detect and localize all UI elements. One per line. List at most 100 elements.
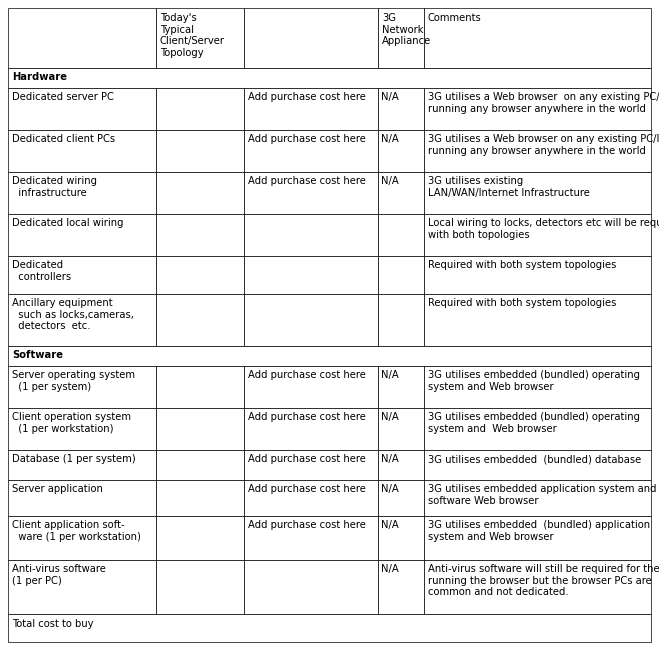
Text: Database (1 per system): Database (1 per system) (12, 454, 136, 464)
Bar (378, 294, 424, 346)
Text: Add purchase cost here: Add purchase cost here (248, 412, 366, 422)
Bar (156, 130, 244, 172)
Bar (244, 480, 378, 516)
Text: Dedicated
  controllers: Dedicated controllers (12, 260, 71, 282)
Bar (8, 516, 156, 560)
Text: 3G utilises existing
LAN/WAN/Internet Infrastructure: 3G utilises existing LAN/WAN/Internet In… (428, 176, 590, 198)
Bar (156, 214, 244, 256)
Bar (244, 408, 378, 450)
Text: Client operation system
  (1 per workstation): Client operation system (1 per workstati… (12, 412, 131, 433)
Text: 3G utilises embedded  (bundled) application
system and Web browser: 3G utilises embedded (bundled) applicati… (428, 520, 650, 542)
Text: Server operating system
  (1 per system): Server operating system (1 per system) (12, 370, 135, 392)
Bar (8, 366, 156, 408)
Bar (156, 256, 244, 294)
Text: N/A: N/A (381, 520, 399, 530)
Bar (244, 130, 378, 172)
Bar (8, 480, 156, 516)
Text: Local wiring to locks, detectors etc will be required
with both topologies: Local wiring to locks, detectors etc wil… (428, 218, 659, 240)
Text: Add purchase cost here: Add purchase cost here (248, 370, 366, 380)
Text: Add purchase cost here: Add purchase cost here (248, 484, 366, 494)
Bar (8, 256, 156, 294)
Text: Required with both system topologies: Required with both system topologies (428, 298, 616, 308)
Bar (378, 450, 424, 480)
Bar (244, 366, 378, 408)
Text: Dedicated client PCs: Dedicated client PCs (12, 134, 115, 144)
Bar (244, 516, 378, 560)
Bar (8, 172, 156, 214)
Text: Dedicated wiring
  infrastructure: Dedicated wiring infrastructure (12, 176, 97, 198)
Text: 3G utilises a Web browser  on any existing PC/laptop
running any browser anywher: 3G utilises a Web browser on any existin… (428, 92, 659, 114)
Text: N/A: N/A (381, 454, 399, 464)
Text: Add purchase cost here: Add purchase cost here (248, 454, 366, 464)
Bar (424, 294, 651, 346)
Bar (8, 346, 651, 366)
Bar (8, 294, 156, 346)
Text: N/A: N/A (381, 176, 399, 186)
Text: 3G utilises embedded application system and -
software Web browser: 3G utilises embedded application system … (428, 484, 659, 505)
Text: Dedicated server PC: Dedicated server PC (12, 92, 114, 102)
Bar (424, 172, 651, 214)
Bar (156, 408, 244, 450)
Text: N/A: N/A (381, 370, 399, 380)
Bar (424, 480, 651, 516)
Text: Anti-virus software will still be required for the PC
running the browser but th: Anti-virus software will still be requir… (428, 564, 659, 597)
Bar (8, 408, 156, 450)
Bar (8, 450, 156, 480)
Bar (424, 408, 651, 450)
Text: Software: Software (12, 350, 63, 360)
Bar (244, 88, 378, 130)
Bar (378, 8, 424, 68)
Bar (156, 560, 244, 614)
Bar (378, 480, 424, 516)
Bar (8, 88, 156, 130)
Bar (8, 8, 156, 68)
Bar (424, 214, 651, 256)
Bar (156, 516, 244, 560)
Text: 3G utilises embedded  (bundled) database: 3G utilises embedded (bundled) database (428, 454, 641, 464)
Bar (424, 256, 651, 294)
Text: Add purchase cost here: Add purchase cost here (248, 176, 366, 186)
Text: Anti-virus software
(1 per PC): Anti-virus software (1 per PC) (12, 564, 106, 585)
Bar (378, 130, 424, 172)
Bar (244, 450, 378, 480)
Bar (244, 294, 378, 346)
Bar (156, 366, 244, 408)
Text: 3G utilises embedded (bundled) operating
system and  Web browser: 3G utilises embedded (bundled) operating… (428, 412, 640, 433)
Bar (8, 214, 156, 256)
Bar (424, 130, 651, 172)
Bar (424, 450, 651, 480)
Bar (244, 214, 378, 256)
Bar (378, 256, 424, 294)
Text: 3G utilises embedded (bundled) operating
system and Web browser: 3G utilises embedded (bundled) operating… (428, 370, 640, 392)
Text: Dedicated local wiring: Dedicated local wiring (12, 218, 123, 228)
Text: 3G
Network
Appliance: 3G Network Appliance (382, 13, 431, 46)
Bar (378, 214, 424, 256)
Bar (378, 408, 424, 450)
Text: Today's
Typical
Client/Server
Topology: Today's Typical Client/Server Topology (160, 13, 225, 58)
Bar (378, 88, 424, 130)
Text: Ancillary equipment
  such as locks,cameras,
  detectors  etc.: Ancillary equipment such as locks,camera… (12, 298, 134, 331)
Bar (8, 560, 156, 614)
Bar (156, 480, 244, 516)
Bar (378, 172, 424, 214)
Text: Add purchase cost here: Add purchase cost here (248, 92, 366, 102)
Text: N/A: N/A (381, 564, 399, 574)
Text: N/A: N/A (381, 484, 399, 494)
Bar (424, 560, 651, 614)
Bar (424, 8, 651, 68)
Text: Add purchase cost here: Add purchase cost here (248, 520, 366, 530)
Bar (156, 88, 244, 130)
Bar (244, 172, 378, 214)
Bar (156, 294, 244, 346)
Bar (424, 88, 651, 130)
Bar (378, 560, 424, 614)
Bar (424, 366, 651, 408)
Bar (8, 614, 651, 642)
Bar (8, 130, 156, 172)
Text: N/A: N/A (381, 92, 399, 102)
Bar (244, 256, 378, 294)
Bar (156, 450, 244, 480)
Text: Comments: Comments (428, 13, 482, 23)
Text: Total cost to buy: Total cost to buy (12, 619, 94, 629)
Bar (424, 516, 651, 560)
